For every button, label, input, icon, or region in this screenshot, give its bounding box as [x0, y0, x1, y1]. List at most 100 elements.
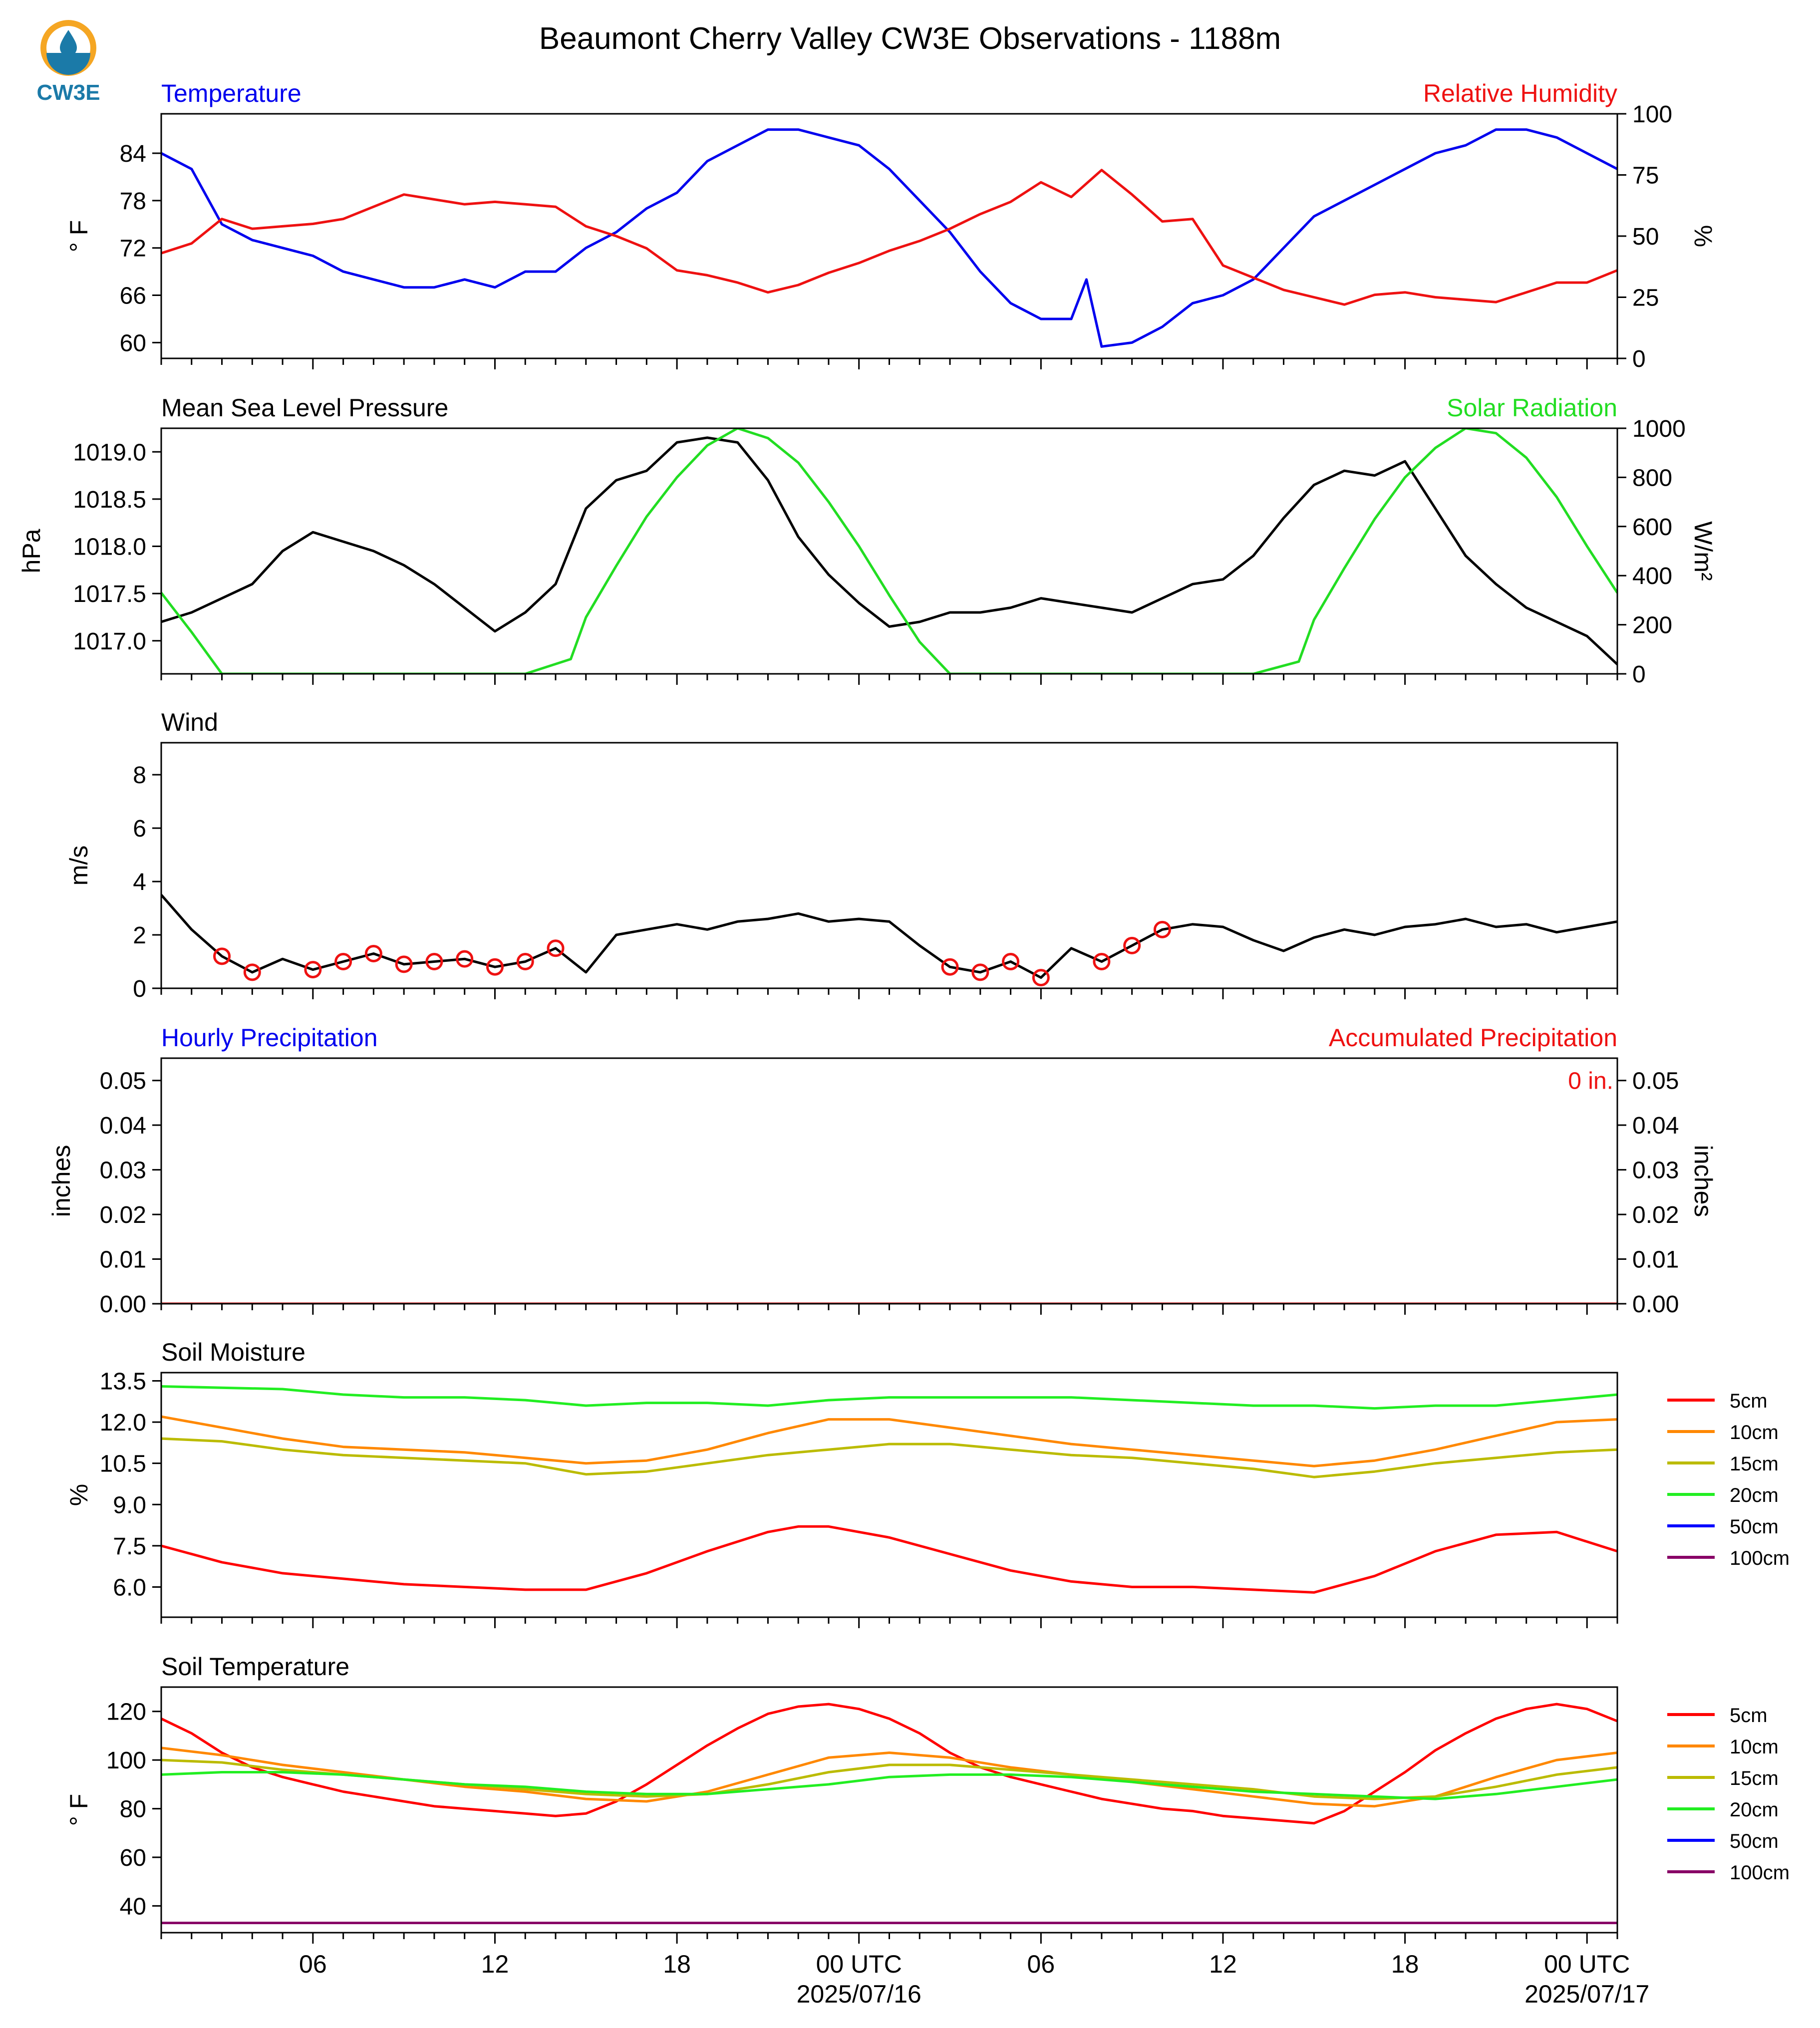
series-line-15cm: [161, 1437, 1617, 1478]
calm-wind-marker: [1032, 969, 1050, 987]
series-line-relative-humidity: [161, 169, 1617, 306]
panel-frame: [160, 427, 1618, 675]
panel-3: Wind 0 2 4 6 8 m/s: [65, 708, 1618, 1002]
x-tick-label: 18: [1391, 1950, 1419, 1978]
y-tick-label-left: 78: [120, 188, 146, 215]
calm-wind-marker: [1123, 936, 1141, 954]
panel-6: Soil Temperature 40 60 80 100 120 ° F 5cm 10cm 15…: [65, 1653, 1790, 1944]
y-tick-label-left: 0.02: [100, 1202, 146, 1228]
y-tick-label-left: 10.5: [100, 1451, 146, 1477]
y-tick-label-right: 100: [1632, 101, 1672, 128]
panel-series: [161, 894, 1617, 987]
y-tick-label-left: 84: [120, 141, 146, 167]
calm-wind-marker: [334, 953, 352, 971]
y-tick-label-left: 1018.0: [73, 534, 146, 561]
y-tick-label-right: 0.05: [1632, 1068, 1679, 1095]
y-axis-label-left: inches: [47, 1145, 75, 1217]
calm-wind-marker: [243, 963, 261, 981]
y-tick-label-left: 6.0: [113, 1574, 146, 1601]
x-tick-label: 12: [1209, 1950, 1237, 1978]
series-line-solar-radiation: [161, 428, 1617, 674]
legend-label: 50cm: [1730, 1830, 1779, 1852]
y-tick-label-right: 200: [1632, 612, 1672, 639]
y-tick-label-right: 1000: [1632, 416, 1686, 442]
y-tick-label-right: 25: [1632, 285, 1659, 311]
panel-title-right: Relative Humidity: [1423, 79, 1617, 107]
panel-series: [161, 128, 1617, 348]
series-line-20cm: [161, 1385, 1617, 1410]
panel-frame: [160, 1686, 1618, 1934]
y-tick-label-left: 9.0: [113, 1492, 146, 1518]
y-tick-label-left: 7.5: [113, 1533, 146, 1560]
y-tick-label-left: 1018.5: [73, 487, 146, 513]
y-tick-label-left: 2: [133, 922, 146, 949]
y-tick-label-left: 1017.5: [73, 581, 146, 607]
legend-label: 15cm: [1730, 1453, 1779, 1475]
legend-label: 20cm: [1730, 1484, 1779, 1506]
panel-title-left: Hourly Precipitation: [161, 1024, 378, 1052]
x-tick-label: 06: [299, 1950, 327, 1978]
y-axis-label-left: m/s: [65, 846, 93, 886]
y-tick-label-right: 75: [1632, 163, 1659, 189]
series-line-5cm: [161, 1703, 1617, 1825]
y-axis-label-right: %: [1689, 225, 1717, 247]
panel-title-left: Temperature: [161, 79, 302, 107]
y-tick-label-right: 0.03: [1632, 1158, 1679, 1184]
series-line-5cm: [161, 1525, 1617, 1594]
legend-label: 10cm: [1730, 1736, 1779, 1758]
legend-label: 5cm: [1730, 1705, 1768, 1727]
y-axis-label-right: W/m²: [1689, 521, 1717, 580]
panel-series: [161, 1703, 1617, 1924]
y-tick-label-left: 0.03: [100, 1158, 146, 1184]
panel-frame: [160, 742, 1618, 989]
y-tick-label-left: 0: [133, 976, 146, 1002]
chart-title: Beaumont Cherry Valley CW3E Observations…: [539, 21, 1281, 56]
y-tick-label-right: 600: [1632, 514, 1672, 541]
calm-wind-marker: [486, 958, 504, 976]
y-tick-label-left: 8: [133, 762, 146, 789]
legend-label: 10cm: [1730, 1422, 1779, 1444]
legend-label: 15cm: [1730, 1767, 1779, 1789]
panel-series: [161, 1385, 1617, 1594]
y-tick-label-right: 0.04: [1632, 1113, 1679, 1139]
calm-wind-marker: [364, 944, 382, 962]
panel-title-right: Solar Radiation: [1447, 394, 1617, 422]
x-date-label: 2025/07/17: [1524, 1980, 1649, 2008]
y-tick-label-left: 13.5: [100, 1369, 146, 1395]
calm-wind-marker: [395, 955, 413, 973]
y-tick-label-right: 800: [1632, 465, 1672, 491]
cw3e-logo: CW3E: [36, 20, 100, 105]
y-axis-label-left: hPa: [17, 529, 45, 573]
calm-wind-marker: [1153, 920, 1171, 938]
calm-wind-marker: [1093, 953, 1111, 971]
y-tick-label-right: 0: [1632, 661, 1646, 688]
legend-label: 100cm: [1730, 1862, 1790, 1884]
panel-1: Temperature Relative Humidity 60 66 72 78 84 0 2…: [65, 79, 1717, 372]
y-tick-label-left: 60: [120, 330, 146, 356]
y-tick-label-left: 12.0: [100, 1410, 146, 1436]
y-axis-label-left: ° F: [65, 220, 93, 252]
y-tick-label-right: 0.00: [1632, 1291, 1679, 1318]
panel-title-left: Soil Temperature: [161, 1653, 349, 1681]
panel-frame: [160, 113, 1618, 359]
y-tick-label-left: 80: [120, 1796, 146, 1823]
accumulated-total-label: 0 in.: [1568, 1068, 1613, 1095]
series-line-wind: [161, 894, 1617, 979]
y-tick-label-left: 100: [106, 1747, 146, 1774]
panel-title-right: Accumulated Precipitation: [1329, 1024, 1617, 1052]
y-tick-label-left: 120: [106, 1699, 146, 1726]
series-line-20cm: [161, 1771, 1617, 1800]
y-tick-label-left: 6: [133, 816, 146, 842]
series-line-10cm: [161, 1415, 1617, 1467]
y-tick-label-left: 72: [120, 236, 146, 262]
y-axis-label-right: inches: [1689, 1145, 1717, 1217]
y-axis-label-left: %: [65, 1484, 93, 1506]
logo-drop-icon: [60, 30, 77, 56]
series-line-temperature: [161, 128, 1617, 348]
panel-frame: [160, 1057, 1618, 1305]
panel-title-left: Mean Sea Level Pressure: [161, 394, 448, 422]
x-tick-label: 12: [481, 1950, 509, 1978]
x-tick-label: 00 UTC: [1544, 1950, 1630, 1978]
panel-frame: [160, 1372, 1618, 1618]
x-date-label: 2025/07/16: [797, 1980, 921, 2008]
